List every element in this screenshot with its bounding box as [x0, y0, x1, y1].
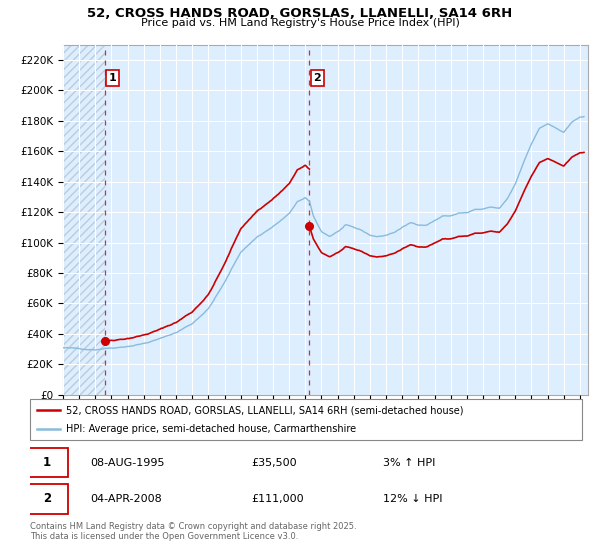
Text: 52, CROSS HANDS ROAD, GORSLAS, LLANELLI, SA14 6RH (semi-detached house): 52, CROSS HANDS ROAD, GORSLAS, LLANELLI,…: [66, 405, 463, 415]
Text: 52, CROSS HANDS ROAD, GORSLAS, LLANELLI, SA14 6RH: 52, CROSS HANDS ROAD, GORSLAS, LLANELLI,…: [88, 7, 512, 20]
Text: £35,500: £35,500: [251, 458, 296, 468]
Text: 04-APR-2008: 04-APR-2008: [91, 494, 163, 504]
Text: 12% ↓ HPI: 12% ↓ HPI: [383, 494, 443, 504]
Text: 2: 2: [314, 73, 321, 83]
FancyBboxPatch shape: [26, 484, 68, 514]
Text: 1: 1: [43, 456, 51, 469]
Text: HPI: Average price, semi-detached house, Carmarthenshire: HPI: Average price, semi-detached house,…: [66, 424, 356, 434]
Text: 1: 1: [109, 73, 116, 83]
Text: 2: 2: [43, 492, 51, 505]
Bar: [63, 45, 104, 395]
Text: Price paid vs. HM Land Registry's House Price Index (HPI): Price paid vs. HM Land Registry's House …: [140, 18, 460, 28]
Text: £111,000: £111,000: [251, 494, 304, 504]
Text: Contains HM Land Registry data © Crown copyright and database right 2025.
This d: Contains HM Land Registry data © Crown c…: [30, 522, 356, 542]
Text: 3% ↑ HPI: 3% ↑ HPI: [383, 458, 436, 468]
Text: 08-AUG-1995: 08-AUG-1995: [91, 458, 165, 468]
FancyBboxPatch shape: [26, 448, 68, 477]
